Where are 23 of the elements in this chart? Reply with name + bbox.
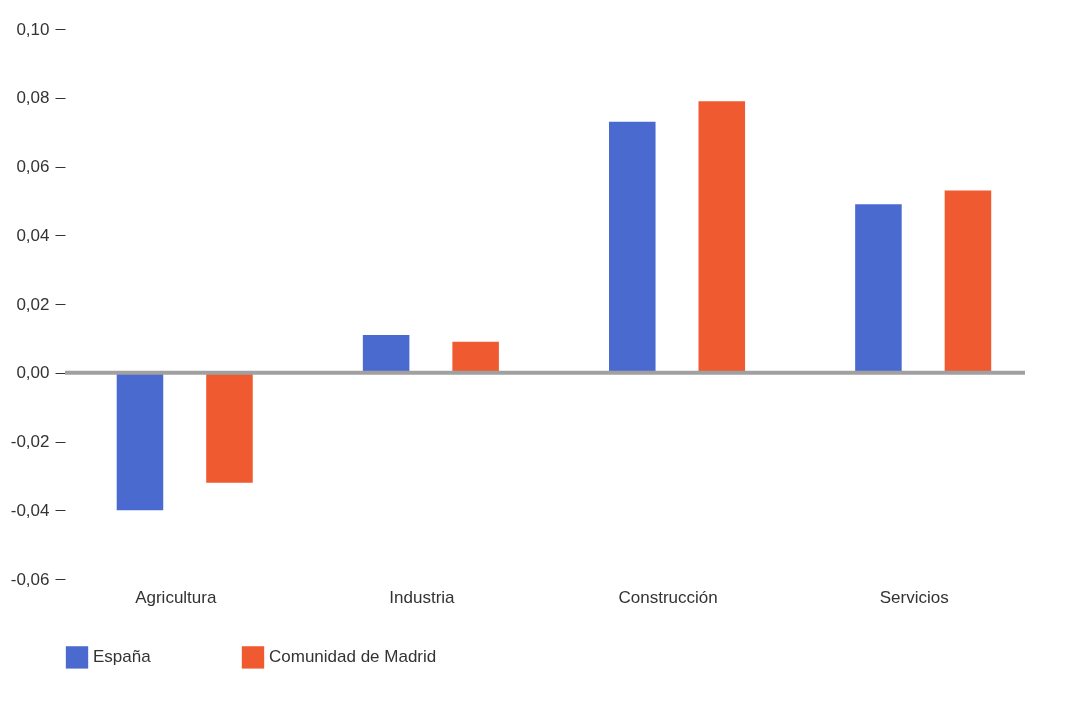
y-tick-label: -0,04 [10, 500, 50, 520]
y-tick-label: 0,06 [16, 157, 50, 176]
legend-label: Comunidad de Madrid [269, 647, 437, 667]
bar [116, 372, 164, 511]
x-tick-label: Agricultura [135, 587, 217, 607]
bar [362, 334, 410, 373]
y-tick-label: 0,02 [16, 294, 50, 314]
y-tick-label: 0,04 [16, 225, 50, 245]
x-tick-label: Construcción [618, 587, 718, 607]
bar [855, 204, 902, 373]
legend-label: España [93, 647, 152, 667]
bar [609, 121, 656, 373]
y-tick-label: 0,10 [16, 19, 50, 39]
y-tick-label: -0,06 [10, 569, 50, 589]
bar [944, 190, 992, 373]
y-tick-label: 0,08 [16, 88, 50, 108]
bar [452, 341, 499, 373]
y-tick-label: -0,02 [10, 432, 50, 451]
x-tick-label: Servicios [879, 587, 949, 607]
bar [698, 101, 746, 373]
y-tick-label: 0,00 [16, 363, 50, 383]
bar [206, 372, 253, 483]
x-tick-label: Industria [389, 587, 456, 607]
